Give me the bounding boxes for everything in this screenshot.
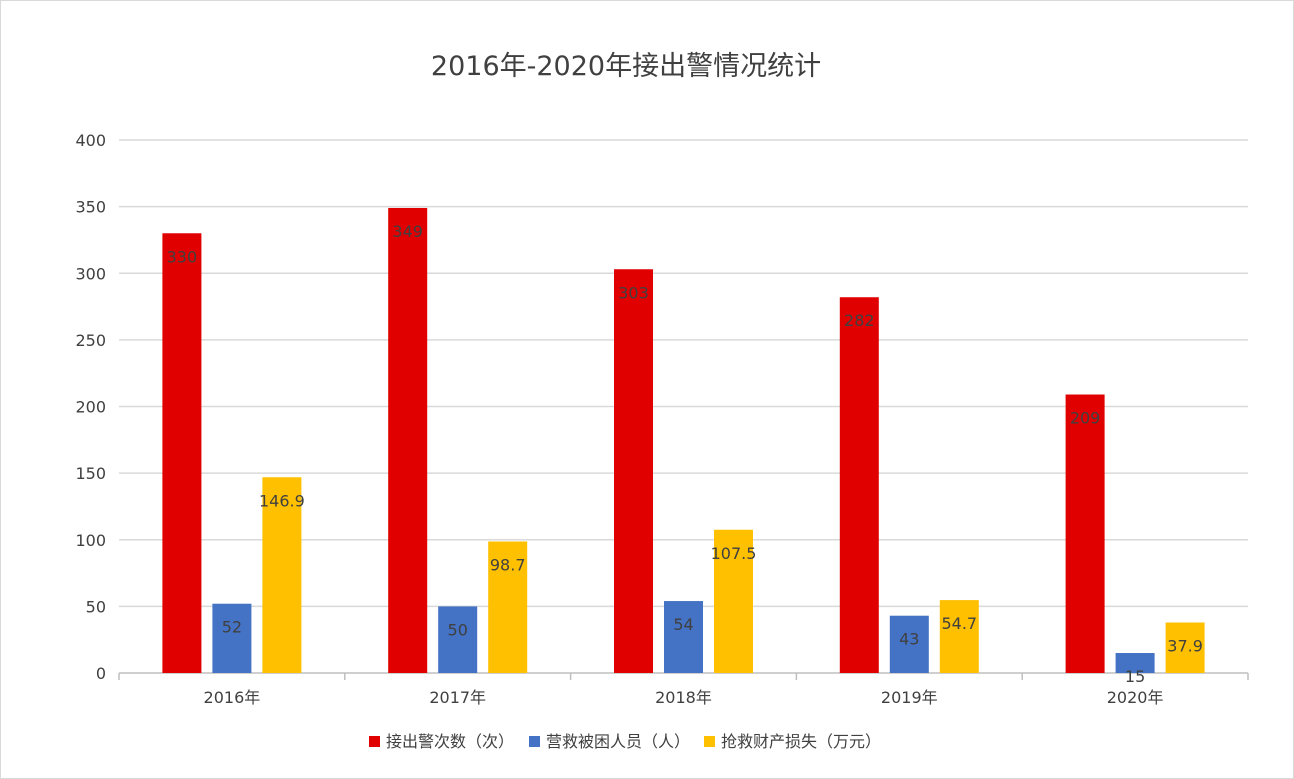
- data-label: 15: [1125, 667, 1145, 686]
- bar: [1065, 394, 1105, 673]
- y-tick-label: 350: [75, 198, 106, 217]
- legend: 接出警次数（次） 营救被困人员（人） 抢救财产损失（万元）: [369, 732, 881, 751]
- bar: [839, 297, 879, 673]
- legend-swatch: [369, 736, 380, 747]
- y-tick-label: 0: [96, 664, 106, 683]
- y-axis: 0 50 100 150 200 250 300 350 400: [75, 131, 106, 683]
- data-label: 98.7: [490, 555, 526, 574]
- data-label: 209: [1070, 409, 1101, 428]
- y-tick-label: 100: [75, 531, 106, 550]
- bar: [262, 477, 302, 673]
- legend-swatch: [529, 736, 540, 747]
- data-label: 107.5: [711, 544, 757, 563]
- data-label: 349: [392, 222, 423, 241]
- bar: [388, 207, 428, 673]
- legend-label: 营救被困人员（人）: [546, 732, 690, 751]
- data-labels: 330 52 146.9 349 50 98.7 303 54 107.5 282 43 54.7 20…: [167, 222, 1203, 686]
- chart-title: 2016年-2020年接出警情况统计: [431, 51, 821, 82]
- x-tick-label: 2019年: [881, 688, 938, 707]
- legend-swatch: [704, 736, 715, 747]
- y-tick-label: 250: [75, 331, 106, 350]
- bar: [1165, 622, 1205, 673]
- bar: [438, 606, 478, 673]
- data-label: 50: [448, 620, 468, 639]
- bar: [162, 233, 202, 673]
- y-tick-label: 300: [75, 264, 106, 283]
- data-label: 282: [844, 311, 875, 330]
- bar: [939, 600, 979, 673]
- bar: [664, 601, 703, 673]
- data-label: 303: [618, 283, 649, 302]
- data-label: 146.9: [259, 491, 305, 510]
- bars: [162, 207, 1205, 673]
- y-tick-label: 150: [75, 464, 106, 483]
- data-label: 43: [899, 630, 919, 649]
- gridlines: [119, 139, 1248, 608]
- x-tick-label: 2017年: [429, 688, 486, 707]
- data-label: 54: [673, 615, 693, 634]
- x-axis: 2016年 2017年 2018年 2019年 2020年: [118, 672, 1249, 707]
- bar: [488, 541, 528, 673]
- legend-label: 抢救财产损失（万元）: [721, 732, 881, 751]
- y-tick-label: 50: [86, 597, 106, 616]
- bar: [614, 269, 653, 673]
- bar: [889, 615, 929, 673]
- x-tick-label: 2020年: [1107, 688, 1164, 707]
- data-label: 54.7: [941, 614, 977, 633]
- x-tick-label: 2018年: [655, 688, 712, 707]
- bar: [1115, 653, 1155, 673]
- x-tick-label: 2016年: [204, 688, 261, 707]
- y-tick-label: 200: [75, 398, 106, 417]
- data-label: 330: [167, 247, 198, 266]
- data-label: 52: [222, 618, 242, 637]
- legend-label: 接出警次数（次）: [386, 732, 514, 751]
- data-label: 37.9: [1167, 636, 1203, 655]
- bar: [212, 603, 252, 673]
- bar: [714, 529, 753, 673]
- y-tick-label: 400: [75, 131, 106, 150]
